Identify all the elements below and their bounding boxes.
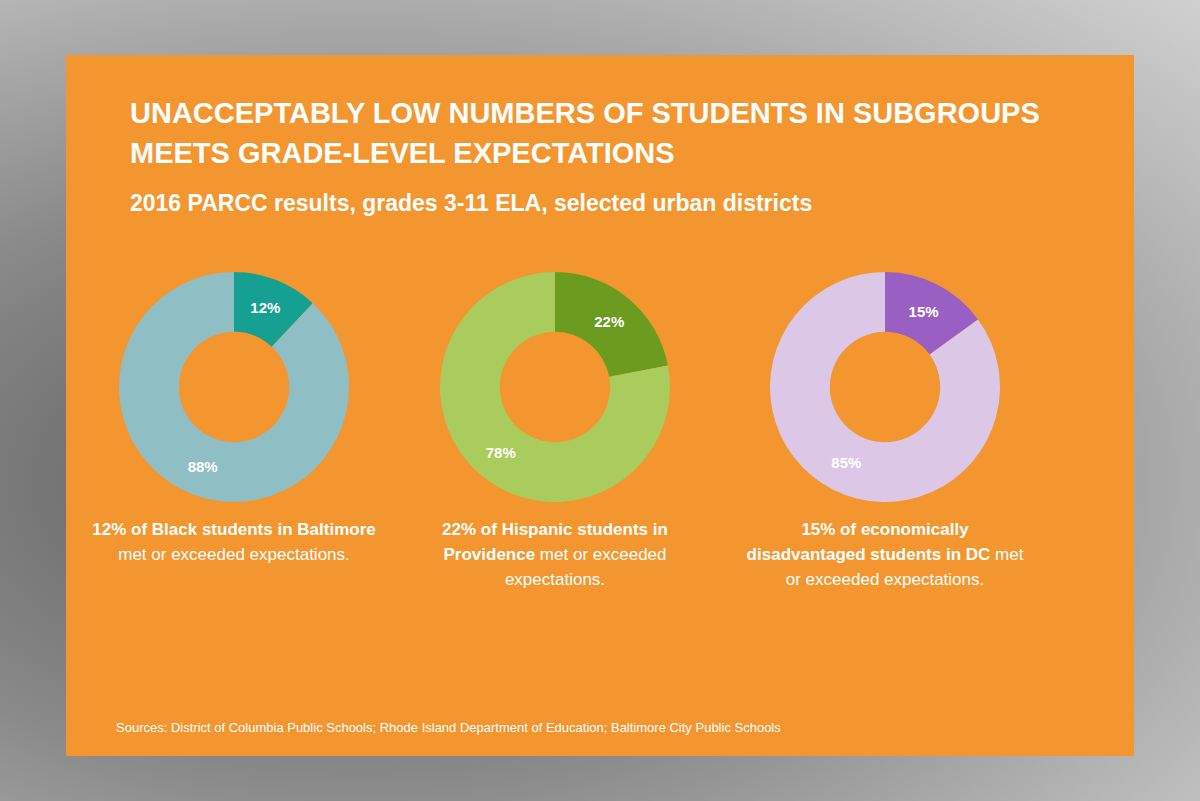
- svg-text:85%: 85%: [831, 454, 861, 471]
- html-text:22% of Hispanic students in Pr: 22% of Hispanic students in Providence m…: [442, 520, 668, 589]
- html-text:UNACCEPTABLY LOW NUMBERS OF ST: UNACCEPTABLY LOW NUMBERS OF STUDENTS IN …: [130, 97, 1040, 169]
- html-text:met or exceeded expectations.: met or exceeded expectations.: [118, 545, 350, 564]
- html-text:15% of economically disadvanta: 15% of economically disadvantaged studen…: [746, 520, 1024, 589]
- svg-text:78%: 78%: [486, 444, 516, 461]
- html-text:12% of Black students in Balti: 12% of Black students in Baltimore: [92, 520, 376, 539]
- svg-text:22%: 22%: [594, 313, 624, 330]
- svg-text:15%: 15%: [909, 303, 939, 320]
- svg-text:12%: 12%: [250, 299, 280, 316]
- html-text:Sources: District of Columbia: Sources: District of Columbia Public Sch…: [116, 720, 781, 735]
- html-text:2016 PARCC results, grades 3-1: 2016 PARCC results, grades 3-11 ELA, sel…: [130, 190, 813, 216]
- svg-text:88%: 88%: [188, 458, 218, 475]
